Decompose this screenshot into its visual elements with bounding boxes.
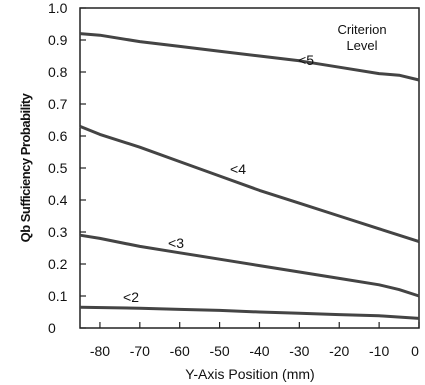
y-tick-label: 0 [48,320,56,336]
y-tick-label: 0.3 [48,224,68,240]
series-label-lt5: <5 [298,52,314,68]
y-tick-label: 0.5 [48,160,68,176]
series-lines [79,32,420,320]
x-tick-label: -20 [329,343,349,359]
series-label-lt2: <2 [123,289,139,305]
legend-title-line-1: Criterion [337,22,386,37]
x-tick-label: -60 [170,343,190,359]
x-tick-label: -50 [209,343,229,359]
x-axis-ticks: -80 -70 -60 -50 -40 -30 -20 -10 0 [90,322,420,359]
x-tick-label: -10 [369,343,389,359]
x-tick-label: -30 [289,343,309,359]
y-tick-label: 1.0 [48,0,68,16]
x-axis-title: Y-Axis Position (mm) [185,366,314,382]
x-tick-label: 0 [411,343,419,359]
y-tick-label: 0.4 [48,192,68,208]
y-tick-label: 0.1 [48,288,68,304]
series-line-0 [79,32,420,82]
y-axis-title: Qb Sufficiency Probability [18,92,33,242]
y-tick-label: 0.2 [48,256,68,272]
series-line-1 [79,125,420,244]
x-tick-label: -40 [249,343,269,359]
y-tick-label: 0.6 [48,128,68,144]
y-tick-label: 0.8 [48,64,68,80]
y-axis-ticks: 0 0.1 0.2 0.3 0.4 0.5 0.6 0.7 0.8 0.9 1.0 [48,0,86,336]
series-line-2 [79,233,420,298]
x-tick-label: -80 [90,343,110,359]
x-tick-label: -70 [130,343,150,359]
series-label-lt3: <3 [168,235,184,251]
y-tick-label: 0.9 [48,32,68,48]
y-tick-label: 0.7 [48,96,68,112]
legend-title-line-2: Level [346,38,377,53]
series-line-3 [79,305,420,320]
series-label-lt4: <4 [230,161,246,177]
